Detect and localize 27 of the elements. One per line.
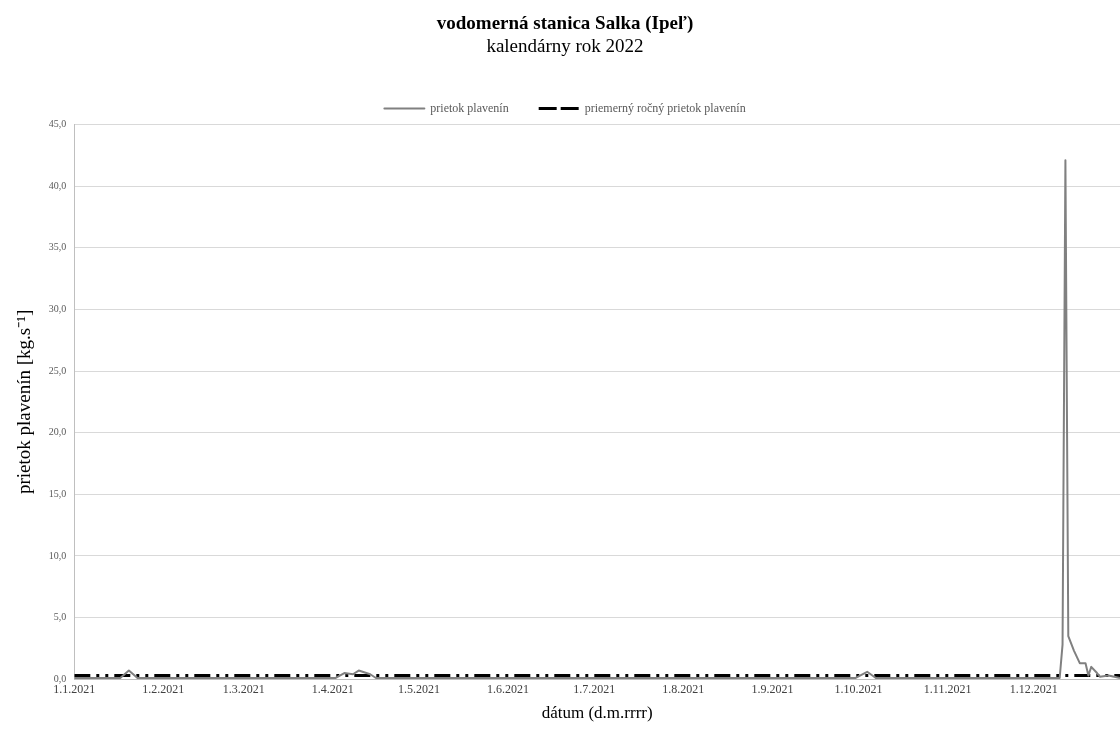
- x-tick-label: 1.3.2021: [222, 681, 265, 696]
- x-tick-label: 1.11.2021: [923, 681, 972, 696]
- x-tick-label: 1.10.2021: [834, 681, 883, 696]
- x-tick-label: 1.7.2021: [573, 681, 616, 696]
- x-tick-label: 1.8.2021: [662, 681, 705, 696]
- x-axis-title: dátum (d.m.rrrr): [541, 703, 653, 723]
- chart-subtitle: kalendárny rok 2022: [486, 35, 644, 57]
- legend-label: prietok plavenín: [430, 100, 509, 115]
- y-tick-label: 45,0: [48, 118, 67, 130]
- y-tick-label: 0,0: [53, 672, 67, 684]
- y-tick-label: 20,0: [48, 426, 67, 438]
- y-axis-title: prietok plavenín [kg.s⁻¹]: [13, 309, 35, 495]
- x-tick-label: 1.2.2021: [142, 681, 185, 696]
- legend-label: priemerný ročný prietok plavenín: [584, 100, 746, 115]
- x-tick-label: 1.9.2021: [751, 681, 794, 696]
- y-tick-label: 25,0: [48, 364, 67, 376]
- y-tick-label: 40,0: [48, 179, 67, 191]
- x-tick-label: 1.6.2021: [487, 681, 530, 696]
- x-tick-label: 1.12.2021: [1009, 681, 1058, 696]
- x-tick-label: 1.5.2021: [398, 681, 441, 696]
- y-tick-label: 10,0: [48, 549, 67, 561]
- chart-title: vodomerná stanica Salka (Ipeľ): [436, 12, 694, 35]
- y-tick-label: 30,0: [48, 303, 67, 315]
- y-tick-label: 35,0: [48, 241, 67, 253]
- x-tick-label: 1.4.2021: [311, 681, 354, 696]
- y-tick-label: 15,0: [48, 487, 67, 499]
- y-tick-label: 5,0: [53, 611, 67, 623]
